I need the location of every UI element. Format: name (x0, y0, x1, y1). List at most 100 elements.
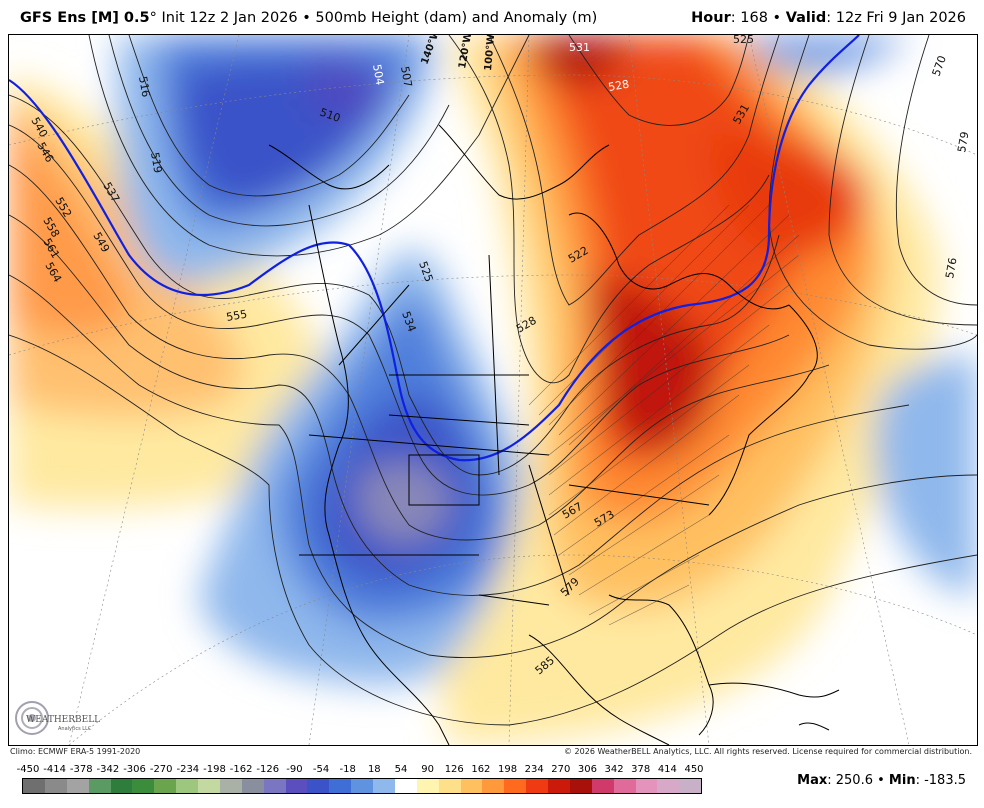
contour-label: 579 (955, 131, 971, 154)
contour-label: 516 (136, 75, 152, 98)
hatching (528, 204, 800, 626)
scale-swatch (548, 779, 570, 793)
contour-label: 504 (370, 63, 386, 86)
scale-label: -198 (203, 764, 226, 775)
coastlines (268, 124, 840, 745)
logo-text: WEATHERBELL (26, 715, 100, 725)
max-min-stats: Max: 250.6 • Min: -183.5 (797, 773, 966, 788)
valid-value: : 12z Fri 9 Jan 2026 (826, 10, 966, 26)
height-contours (9, 35, 977, 726)
blue-540-contour (9, 35, 860, 462)
scale-swatch (110, 779, 133, 793)
scale-swatch (657, 779, 680, 793)
scale-swatch (351, 779, 373, 793)
scale-swatch (373, 779, 395, 793)
scale-swatch (219, 779, 242, 793)
scale-label: 270 (551, 764, 571, 775)
contour-label: 528 (607, 78, 630, 94)
scale-label: -414 (43, 764, 66, 775)
model-name: GFS Ens [M] 0.5 (20, 10, 150, 26)
scale-label: -378 (69, 764, 93, 775)
scale-swatch (635, 779, 658, 793)
map-panel: 540 546 552 558 561 564 537 549 555 516 … (8, 34, 978, 746)
degree-mark: ° (149, 10, 157, 26)
contour-label: 531 (569, 41, 590, 54)
scale-swatch (482, 779, 505, 793)
max-value: : 250.6 • (827, 773, 889, 788)
copyright-note: © 2026 WeatherBELL Analytics, LLC. All r… (564, 747, 972, 756)
scale-labels: -450 -414 -378 -342 -306 -270 -234 -198 -162 -126… (14, 762, 714, 776)
scale-label: 18 (367, 764, 381, 775)
scale-label: -18 (339, 764, 356, 775)
logo-subtext: Analytics LLC (58, 726, 92, 732)
scale-label: 162 (471, 764, 491, 775)
scale-label: -306 (123, 764, 146, 775)
scale-swatch (198, 779, 220, 793)
min-value: : -183.5 (915, 773, 966, 788)
max-label: Max (797, 773, 828, 788)
hour-label: Hour (691, 10, 731, 26)
scale-label: 450 (684, 764, 704, 775)
contour-label: 519 (148, 151, 164, 174)
scale-label: 378 (631, 764, 651, 775)
scale-label: 126 (444, 764, 464, 775)
anomaly-map: 540 546 552 558 561 564 537 549 555 516 … (9, 35, 977, 745)
scale-swatch (394, 779, 417, 793)
hour-value: : 168 • (730, 10, 786, 26)
map-title: GFS Ens [M] 0.5° Init 12z 2 Jan 2026 • 5… (20, 10, 597, 26)
graticule (9, 35, 977, 745)
scale-label: -450 (16, 764, 40, 775)
scale-label: 306 (577, 764, 597, 775)
scale-swatch (307, 779, 330, 793)
scale-swatch (526, 779, 548, 793)
scale-swatch (176, 779, 198, 793)
scale-label: 198 (497, 764, 518, 775)
scale-swatch (66, 779, 89, 793)
weatherbell-logo-icon: WEATHERBELL Analytics LLC (15, 701, 100, 735)
header: GFS Ens [M] 0.5° Init 12z 2 Jan 2026 • 5… (0, 0, 984, 34)
scale-swatch (438, 779, 461, 793)
scale-label: 414 (657, 764, 677, 775)
scale-swatch (241, 779, 264, 793)
scale-swatch (460, 779, 483, 793)
min-label: Min (888, 773, 916, 788)
scale-label: -162 (229, 764, 253, 775)
scale-swatch (591, 779, 614, 793)
longitude-label: 100°W (483, 35, 497, 71)
scale-swatch (613, 779, 636, 793)
scale-swatch (88, 779, 111, 793)
scale-swatch (504, 779, 527, 793)
scale-label: 54 (394, 764, 408, 775)
scale-swatch (23, 779, 45, 793)
scale-label: 234 (524, 764, 544, 775)
scale-swatch (44, 779, 67, 793)
scale-label: -90 (286, 764, 303, 775)
scale-label: -342 (96, 764, 120, 775)
scale-swatch (416, 779, 439, 793)
weatherbell-logo: WEATHERBELL Analytics LLC (12, 698, 102, 738)
scale-swatch (679, 779, 702, 793)
scale-label: 90 (421, 764, 434, 775)
scale-label: -234 (176, 764, 200, 775)
contour-label: 576 (943, 257, 959, 280)
contour-label: 555 (225, 308, 248, 324)
contour-label: 507 (398, 65, 414, 88)
scale-label: 342 (604, 764, 624, 775)
scale-swatch (285, 779, 308, 793)
scale-swatch (263, 779, 286, 793)
scale-bar (22, 778, 702, 794)
contour-label: 525 (733, 35, 754, 46)
valid-label: Valid (785, 10, 827, 26)
climo-note: Climo: ECMWF ERA-5 1991-2020 (10, 747, 141, 756)
anomaly-shading (9, 35, 977, 745)
color-scale: -450 -414 -378 -342 -306 -270 -234 -198 -162 -126… (14, 762, 714, 798)
valid-time: Hour: 168 • Valid: 12z Fri 9 Jan 2026 (691, 10, 966, 26)
scale-swatch (329, 779, 352, 793)
scale-swatch (154, 779, 177, 793)
scale-label: -126 (256, 764, 280, 775)
init-text: Init 12z 2 Jan 2026 • 500mb Height (dam)… (156, 10, 598, 26)
scale-swatch (132, 779, 155, 793)
scale-swatch (569, 779, 592, 793)
scale-label: -270 (149, 764, 173, 775)
scale-label: -54 (312, 764, 330, 775)
